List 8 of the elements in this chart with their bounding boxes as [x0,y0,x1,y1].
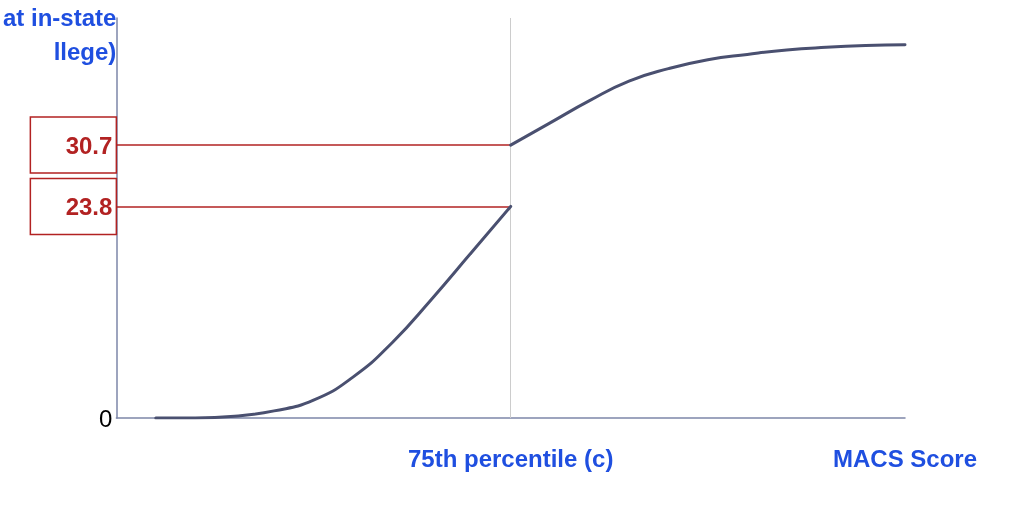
y-tick-label: 30.7 [65,131,113,159]
y-axis-title: at in-state llege) [3,3,117,65]
x-tick-label: 75th percentile (c) [407,444,614,472]
x-tick-label: MACS Score [832,444,978,472]
line-series [509,43,907,147]
y-tick-label: 23.8 [65,192,113,220]
y-tick-label: 0 [99,404,113,432]
line-series [154,204,513,420]
